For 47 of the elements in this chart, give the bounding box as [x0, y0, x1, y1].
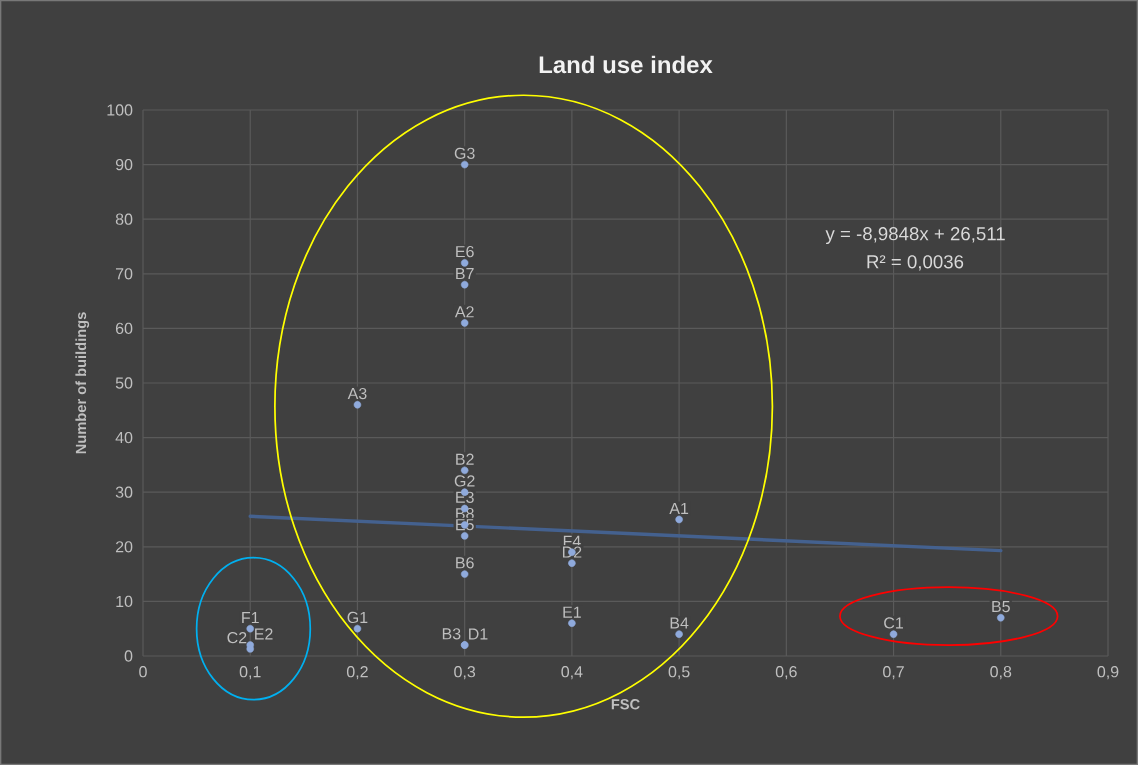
- x-tick-label: 0,6: [775, 666, 797, 680]
- y-tick-label: 100: [107, 104, 133, 116]
- x-tick-label: 0,7: [883, 666, 904, 680]
- x-tick-label: 0,9: [1097, 666, 1119, 680]
- annotation: B6: [456, 557, 474, 569]
- x-tick-label: 0,4: [561, 666, 583, 680]
- chart-title: Land use index: [539, 55, 713, 74]
- annotation: E6: [456, 245, 474, 258]
- x-tick-label: 0,8: [990, 666, 1012, 680]
- annotation: G2: [454, 475, 475, 487]
- y-tick-label: 70: [115, 268, 133, 280]
- x-tick-label: 0,3: [454, 666, 476, 680]
- x-tick-label: 0,2: [346, 666, 368, 680]
- y-tick-label: 60: [115, 322, 133, 335]
- x-tick-label: 0,5: [668, 666, 690, 680]
- annotation: B7: [456, 268, 474, 280]
- y-tick-label: 50: [115, 377, 133, 389]
- y-tick-label: 10: [116, 595, 133, 608]
- annotation: y = -8,9848x + 26,511: [825, 227, 1005, 245]
- annotation: F1: [242, 612, 259, 624]
- annotation: G1: [347, 611, 368, 624]
- annotation: E2: [255, 628, 273, 640]
- x-tick-label: 0: [139, 666, 147, 678]
- y-tick-label: 90: [115, 158, 133, 171]
- annotation: E1: [563, 606, 581, 618]
- annotation: B3: [442, 628, 461, 640]
- y-tick-label: 20: [115, 541, 133, 553]
- y-tick-label: 0: [124, 650, 133, 662]
- annotation: E3: [456, 491, 474, 503]
- annotation: B2: [456, 453, 474, 465]
- y-tick-label: 40: [115, 431, 133, 444]
- annotation: D1: [469, 628, 488, 640]
- y-tick-label: 80: [115, 213, 133, 225]
- annotation: B5: [992, 601, 1010, 613]
- annotation: F4: [563, 535, 581, 547]
- annotation: A1: [669, 502, 689, 514]
- x-axis-title: FSC: [611, 699, 640, 710]
- annotation: R² = 0,0036: [867, 255, 964, 271]
- y-tick-label: 30: [115, 486, 133, 498]
- annotation: B4: [670, 617, 689, 629]
- annotation: A3: [347, 387, 367, 400]
- y-axis-title: Number of buildings: [75, 312, 90, 454]
- annotation: C2: [227, 631, 247, 644]
- x-tick-label: 0,1: [239, 666, 261, 680]
- annotation: G3: [454, 147, 475, 159]
- annotation: A2: [454, 306, 474, 318]
- annotation: C1: [884, 617, 903, 629]
